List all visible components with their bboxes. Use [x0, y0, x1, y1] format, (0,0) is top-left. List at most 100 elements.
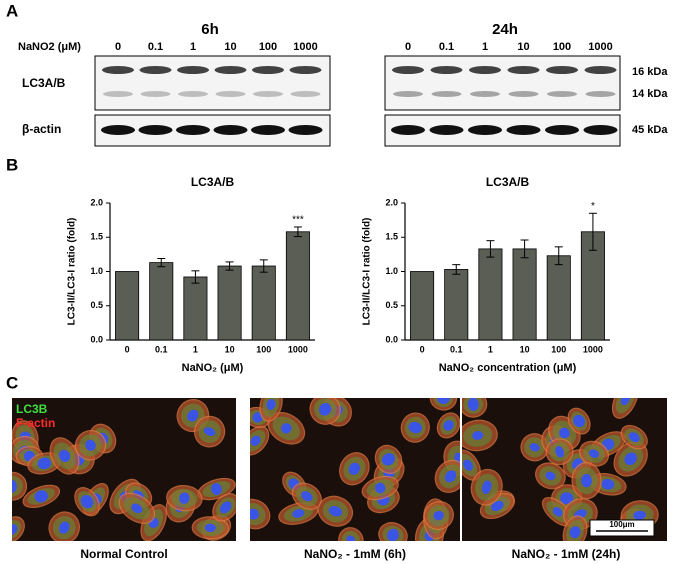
band — [213, 125, 248, 135]
blot-frame — [384, 55, 621, 111]
nucleus — [281, 423, 292, 434]
y-tick-label: 0.5 — [385, 300, 398, 310]
band — [214, 66, 247, 74]
band — [101, 125, 135, 135]
nucleus — [204, 523, 216, 532]
nucleus — [252, 412, 263, 423]
nucleus — [444, 470, 457, 483]
chart-title: LC3A/B — [191, 175, 235, 189]
nucleus — [408, 421, 422, 434]
caption: NaNO₂ - 1mM (6h) — [304, 547, 406, 561]
nucleus — [12, 524, 18, 536]
lane-label: 0 — [115, 41, 121, 53]
y-tick-label: 1.0 — [385, 266, 398, 276]
significance: * — [591, 201, 595, 212]
y-axis-label: LC3-II/LC3-I ratio (fold) — [362, 218, 373, 326]
caption: NaNO₂ - 1mM (24h) — [512, 547, 621, 561]
bar — [512, 248, 537, 341]
nucleus — [472, 431, 484, 440]
bar — [478, 248, 503, 341]
nucleus — [545, 471, 556, 481]
nucleus — [463, 459, 474, 471]
bar — [410, 271, 435, 341]
band — [290, 91, 321, 97]
nucleus — [266, 399, 276, 410]
band — [393, 91, 423, 97]
time-label: 24h — [492, 21, 518, 38]
lane-label: 1000 — [588, 41, 612, 53]
nucleus — [555, 445, 564, 458]
x-tick-label: 0.1 — [155, 344, 168, 354]
concentration-label: NaNO2 (μM) — [18, 41, 81, 53]
band — [215, 91, 246, 97]
error-bar — [293, 226, 302, 238]
significance: *** — [292, 215, 304, 226]
nucleus — [569, 526, 581, 539]
lane-label: 1000 — [293, 41, 317, 53]
y-tick-label: 0.0 — [90, 334, 103, 344]
nucleus — [250, 435, 261, 446]
chart-title: LC3A/B — [486, 175, 530, 189]
bar — [251, 265, 276, 341]
band — [252, 66, 284, 74]
nucleus — [179, 492, 190, 505]
legend-entry: LC3B — [16, 402, 48, 416]
nucleus — [620, 398, 630, 406]
x-tick-label: 1 — [488, 344, 493, 354]
nucleus — [375, 482, 386, 494]
lane-label: 0.1 — [148, 41, 163, 53]
error-bar — [225, 261, 234, 271]
nucleus — [481, 480, 492, 495]
nucleus — [601, 478, 615, 490]
nucleus — [37, 457, 52, 470]
band — [431, 91, 462, 97]
nucleus — [433, 510, 444, 521]
error-bar — [191, 270, 200, 284]
error-bar — [486, 240, 495, 258]
cells — [12, 399, 236, 541]
bar — [444, 269, 469, 341]
error-bar — [452, 264, 461, 275]
y-tick-label: 2.0 — [385, 197, 398, 207]
band — [583, 125, 618, 135]
nucleus — [581, 473, 592, 488]
nucleus — [187, 409, 199, 422]
nucleus — [529, 443, 540, 452]
x-axis-label: NaNO₂ (μM) — [182, 362, 244, 374]
lane-label: 100 — [259, 41, 277, 53]
band — [391, 125, 425, 135]
error-bar — [588, 212, 597, 251]
cells — [462, 398, 659, 541]
band — [289, 66, 322, 74]
lane-label: 0 — [405, 41, 411, 53]
band — [178, 91, 208, 97]
nucleus — [85, 439, 96, 451]
nucleus — [58, 449, 71, 462]
nucleus — [560, 492, 574, 505]
y-tick-label: 1.5 — [90, 232, 103, 242]
nucleus — [319, 403, 332, 416]
panel-label: C — [6, 373, 18, 392]
band — [177, 66, 209, 74]
band — [585, 91, 616, 97]
nucleus — [131, 503, 143, 514]
y-tick-label: 1.0 — [90, 266, 103, 276]
bar — [149, 262, 174, 341]
nucleus — [301, 491, 313, 502]
nucleus — [552, 507, 563, 517]
band — [547, 91, 577, 97]
panel-label: B — [6, 155, 18, 174]
y-tick-label: 0.5 — [90, 300, 103, 310]
band — [102, 66, 134, 74]
legend-entry: F-actin — [16, 416, 55, 430]
nucleus — [12, 479, 17, 493]
kda-label: 45 kDa — [632, 124, 668, 136]
caption: Normal Control — [80, 547, 167, 561]
nucleus — [58, 521, 70, 534]
nucleus — [559, 427, 570, 439]
nucleus — [211, 483, 222, 495]
error-bar — [520, 239, 529, 259]
nucleus — [624, 452, 637, 466]
row-label: LC3A/B — [22, 76, 66, 90]
